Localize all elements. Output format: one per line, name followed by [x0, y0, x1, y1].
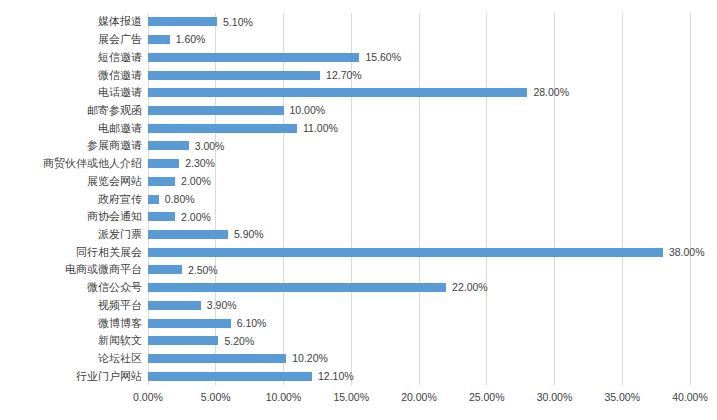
category-label: 同行相关展会 — [0, 243, 142, 261]
bar — [148, 53, 359, 62]
bar-row: 2.00% — [148, 172, 690, 190]
x-tick-label: 15.00% — [333, 391, 369, 403]
category-label: 政府宣传 — [0, 190, 142, 208]
category-axis-labels: 媒体报道展会广告短信邀请微信邀请电话邀请邮寄参观函电邮邀请参展商邀请商贸伙伴或他… — [0, 13, 142, 385]
bar — [148, 372, 312, 381]
bar-row: 5.20% — [148, 332, 690, 350]
bar-row: 0.80% — [148, 190, 690, 208]
value-label: 15.60% — [365, 52, 401, 63]
x-tick-label: 30.00% — [537, 391, 573, 403]
value-label: 6.10% — [237, 318, 267, 329]
value-label: 10.00% — [290, 105, 326, 116]
category-label: 论坛社区 — [0, 350, 142, 368]
category-label: 电邮邀请 — [0, 119, 142, 137]
bar — [148, 106, 284, 115]
value-label: 11.00% — [303, 123, 338, 134]
value-label: 1.60% — [176, 34, 206, 45]
category-label: 新闻软文 — [0, 332, 142, 350]
bar-row: 2.50% — [148, 261, 690, 279]
bar — [148, 230, 228, 239]
bar — [148, 17, 217, 26]
bar-row: 5.90% — [148, 226, 690, 244]
bar-row: 6.10% — [148, 314, 690, 332]
category-label: 短信邀请 — [0, 48, 142, 66]
x-tick-label: 40.00% — [672, 391, 708, 403]
value-label: 5.90% — [234, 229, 264, 240]
value-label: 12.10% — [318, 371, 354, 382]
bar-row: 5.10% — [148, 13, 690, 31]
bar-chart: 媒体报道展会广告短信邀请微信邀请电话邀请邮寄参观函电邮邀请参展商邀请商贸伙伴或他… — [0, 0, 717, 420]
x-tick-label: 10.00% — [266, 391, 302, 403]
bar — [148, 124, 297, 133]
category-label: 派发门票 — [0, 226, 142, 244]
category-label: 媒体报道 — [0, 13, 142, 31]
plot-area: 5.10% 1.60% 15.60%12.70% 28.00% 10.00% 11.00%… — [148, 13, 690, 385]
category-label: 展览会网站 — [0, 172, 142, 190]
category-label: 微信邀请 — [0, 66, 142, 84]
category-label: 微博博客 — [0, 314, 142, 332]
value-label: 5.10% — [223, 17, 253, 28]
bar-row: 10.00% — [148, 102, 690, 120]
x-tick-label: 5.00% — [201, 391, 231, 403]
bar — [148, 71, 320, 80]
x-axis-tick-labels: 0.00%5.00%10.00%15.00%20.00%25.00%30.00%… — [148, 391, 690, 407]
bar-row: 2.30% — [148, 155, 690, 173]
bar-row: 1.60% — [148, 31, 690, 49]
x-tick-label: 0.00% — [133, 391, 163, 403]
value-label: 22.00% — [452, 282, 488, 293]
bar-row: 2.00% — [148, 208, 690, 226]
bar — [148, 354, 286, 363]
bar — [148, 212, 175, 221]
value-label: 2.00% — [181, 176, 211, 187]
category-label: 微信公众号 — [0, 279, 142, 297]
value-label: 38.00% — [669, 247, 705, 258]
bar — [148, 248, 663, 257]
bar — [148, 319, 231, 328]
value-label: 5.20% — [224, 336, 254, 347]
bar — [148, 159, 179, 168]
category-label: 商贸伙伴或他人介绍 — [0, 155, 142, 173]
bar-row: 12.10% — [148, 367, 690, 385]
value-label: 3.90% — [207, 300, 237, 311]
bar-row: 22.00% — [148, 279, 690, 297]
bar — [148, 35, 170, 44]
bar-row: 28.00% — [148, 84, 690, 102]
category-label: 电商或微商平台 — [0, 261, 142, 279]
bar-row: 15.60% — [148, 48, 690, 66]
bar — [148, 177, 175, 186]
category-label: 展会广告 — [0, 31, 142, 49]
bar-row: 10.20% — [148, 350, 690, 368]
bar-row: 11.00% — [148, 119, 690, 137]
bar-row: 3.90% — [148, 297, 690, 315]
bar-row: 12.70% — [148, 66, 690, 84]
bar — [148, 88, 527, 97]
bar — [148, 265, 182, 274]
category-label: 行业门户网站 — [0, 367, 142, 385]
value-label: 12.70% — [326, 70, 362, 81]
x-tick-label: 20.00% — [401, 391, 437, 403]
bar-row: 38.00% — [148, 243, 690, 261]
bar — [148, 301, 201, 310]
value-label: 2.30% — [185, 158, 215, 169]
value-label: 28.00% — [533, 87, 569, 98]
value-label: 0.80% — [165, 194, 195, 205]
category-label: 视频平台 — [0, 297, 142, 315]
bar — [148, 283, 446, 292]
x-tick-label: 25.00% — [469, 391, 505, 403]
bar-row: 3.00% — [148, 137, 690, 155]
category-label: 商协会通知 — [0, 208, 142, 226]
bar — [148, 195, 159, 204]
value-label: 2.50% — [188, 265, 218, 276]
bar — [148, 336, 218, 345]
category-label: 电话邀请 — [0, 84, 142, 102]
category-label: 邮寄参观函 — [0, 102, 142, 120]
bar-rows: 5.10% 1.60% 15.60%12.70% 28.00% 10.00% 11.00%… — [148, 13, 690, 385]
x-tick-label: 35.00% — [604, 391, 640, 403]
category-label: 参展商邀请 — [0, 137, 142, 155]
value-label: 2.00% — [181, 212, 211, 223]
value-label: 10.20% — [292, 353, 328, 364]
bar — [148, 141, 189, 150]
value-label: 3.00% — [195, 141, 225, 152]
